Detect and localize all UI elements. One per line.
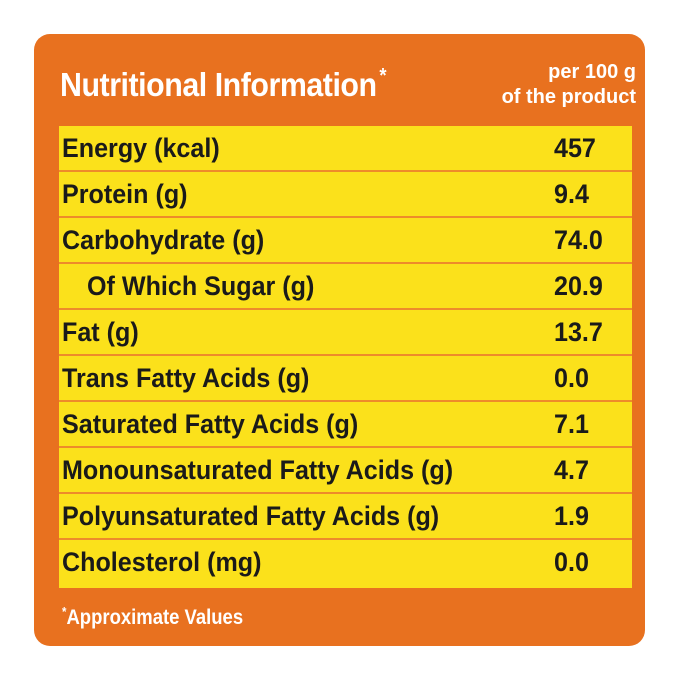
row-value: 0.0 [554, 363, 589, 393]
footnote-asterisk: * [62, 604, 67, 619]
panel-title: Nutritional Information * [60, 65, 387, 104]
row-label: Saturated Fatty Acids (g) [62, 409, 359, 439]
row-value: 74.0 [554, 225, 603, 255]
table-row: Polyunsaturated Fatty Acids (g) 1.9 [59, 494, 632, 540]
table-row: Saturated Fatty Acids (g) 7.1 [59, 402, 632, 448]
panel-header: Nutritional Information * per 100 g of th… [34, 34, 645, 126]
row-label: Of Which Sugar (g) [87, 271, 315, 301]
footnote: *Approximate Values [62, 604, 243, 630]
title-asterisk: * [379, 65, 387, 87]
table-row: Carbohydrate (g) 74.0 [59, 218, 632, 264]
nutrition-panel: Nutritional Information * per 100 g of th… [34, 34, 645, 646]
table-row: Protein (g) 9.4 [59, 172, 632, 218]
row-label: Carbohydrate (g) [62, 225, 265, 255]
per-line-1: per 100 g [548, 61, 636, 83]
footnote-text: Approximate Values [66, 606, 244, 629]
row-label: Polyunsaturated Fatty Acids (g) [62, 501, 440, 531]
row-value: 9.4 [554, 179, 589, 209]
table-row: Trans Fatty Acids (g) 0.0 [59, 356, 632, 402]
row-label: Energy (kcal) [62, 133, 220, 163]
row-value: 457 [554, 133, 596, 163]
table-row: Energy (kcal) 457 [59, 126, 632, 172]
table-row: Fat (g) 13.7 [59, 310, 632, 356]
row-label: Protein (g) [62, 179, 188, 209]
per-serving-note: per 100 g of the product [476, 60, 636, 110]
per-line-2: of the product [501, 86, 636, 108]
row-value: 1.9 [554, 501, 589, 531]
row-label: Fat (g) [62, 317, 139, 347]
row-label: Cholesterol (mg) [62, 547, 262, 577]
row-value: 7.1 [554, 409, 589, 439]
row-value: 4.7 [554, 455, 589, 485]
row-value: 0.0 [554, 547, 589, 577]
row-label: Trans Fatty Acids (g) [62, 363, 310, 393]
table-row: Monounsaturated Fatty Acids (g) 4.7 [59, 448, 632, 494]
nutrition-table: Energy (kcal) 457 Protein (g) 9.4 Carboh… [59, 126, 632, 588]
row-label: Monounsaturated Fatty Acids (g) [62, 455, 454, 485]
table-row: Of Which Sugar (g) 20.9 [59, 264, 632, 310]
row-value: 20.9 [554, 271, 603, 301]
title-text: Nutritional Information [60, 66, 377, 103]
table-row: Cholesterol (mg) 0.0 [59, 540, 632, 586]
row-value: 13.7 [554, 317, 603, 347]
